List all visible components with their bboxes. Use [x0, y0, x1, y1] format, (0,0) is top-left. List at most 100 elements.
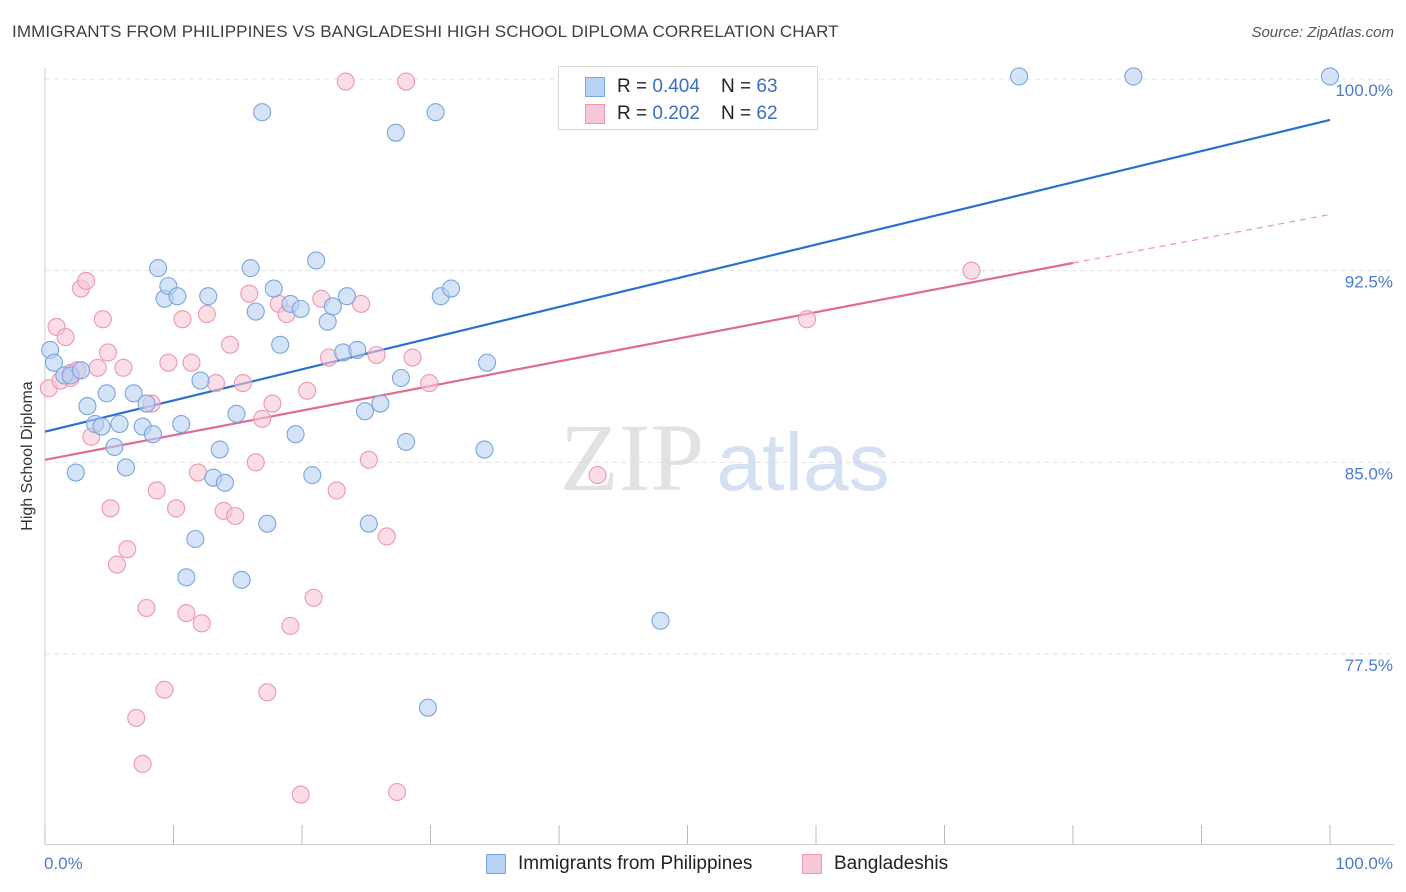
point-philippines [318, 312, 337, 331]
point-philippines [210, 440, 229, 459]
point-philippines [1320, 67, 1340, 86]
point-bangladeshis [93, 310, 112, 329]
point-philippines [124, 384, 143, 403]
point-philippines [137, 394, 156, 413]
point-bangladeshis [192, 614, 211, 633]
point-philippines [97, 384, 116, 403]
y-tick-label: 77.5% [1345, 656, 1393, 675]
x-tick-label: 100.0% [1335, 854, 1393, 873]
r-value-philippines: 0.404 [652, 76, 700, 97]
point-philippines [232, 570, 251, 589]
point-philippines [105, 437, 124, 457]
point-bangladeshis [101, 499, 120, 518]
point-bangladeshis [246, 453, 265, 472]
point-bangladeshis [352, 294, 371, 313]
point-philippines [477, 353, 497, 372]
point-bangladeshis [56, 328, 75, 347]
point-bangladeshis [291, 785, 310, 804]
pink-swatch [585, 104, 605, 124]
point-bangladeshis [588, 466, 607, 485]
point-philippines [442, 279, 461, 298]
watermark: ZIP atlas [560, 404, 890, 511]
point-philippines [426, 103, 445, 122]
point-philippines [186, 529, 205, 549]
point-bangladeshis [403, 348, 422, 367]
trend-lines [44, 118, 1331, 461]
point-bangladeshis [327, 481, 346, 500]
point-bangladeshis [197, 305, 216, 324]
pink-swatch [802, 854, 822, 874]
point-bangladeshis [220, 335, 240, 354]
point-bangladeshis [177, 604, 196, 623]
axes [44, 68, 1394, 845]
x-tick-label: 0.0% [44, 854, 83, 873]
point-bangladeshis [155, 680, 174, 699]
point-bangladeshis [98, 343, 118, 362]
point-bangladeshis [240, 284, 259, 303]
point-philippines [397, 432, 416, 451]
point-philippines [168, 287, 187, 306]
point-philippines [44, 353, 64, 372]
point-philippines [291, 299, 310, 319]
n-label: N = [721, 76, 757, 97]
point-bangladeshis [147, 481, 166, 500]
point-philippines [110, 414, 129, 434]
point-bangladeshis [258, 683, 277, 702]
point-bangladeshis [298, 381, 317, 400]
point-bangladeshis [253, 409, 272, 428]
point-bangladeshis [233, 374, 252, 393]
watermark-atlas: atlas [716, 417, 889, 508]
r-label: R = [617, 76, 653, 97]
point-philippines [286, 425, 305, 444]
point-bangladeshis [107, 555, 127, 574]
point-philippines [1009, 67, 1029, 86]
point-philippines [191, 371, 210, 390]
point-bangladeshis [962, 261, 981, 280]
point-bangladeshis [118, 540, 137, 559]
point-bangladeshis [304, 588, 323, 607]
y-tick-label: 85.0% [1345, 464, 1393, 483]
point-bangladeshis [88, 358, 107, 377]
point-philippines [172, 414, 191, 434]
point-bangladeshis [367, 345, 386, 365]
point-philippines [246, 302, 265, 321]
point-philippines [303, 466, 322, 485]
blue-swatch [486, 854, 506, 874]
point-philippines [307, 251, 326, 270]
point-philippines [337, 287, 357, 306]
point-philippines [149, 259, 168, 278]
point-philippines [371, 394, 390, 413]
point-bangladeshis [173, 310, 192, 329]
point-philippines [253, 103, 272, 122]
point-bangladeshis [188, 463, 207, 482]
n-label: N = [721, 103, 757, 124]
point-philippines [215, 473, 234, 492]
point-bangladeshis [127, 708, 146, 727]
point-bangladeshis [137, 598, 156, 618]
point-philippines [116, 458, 136, 477]
y-tick-label: 92.5% [1345, 273, 1393, 292]
point-bangladeshis [133, 754, 152, 773]
stats-legend: R = 0.404 N = 63 R = 0.202 N = 62 [558, 66, 818, 130]
grid-lines [45, 78, 1394, 655]
point-philippines [177, 568, 196, 587]
point-philippines [418, 698, 437, 717]
point-philippines [199, 287, 218, 306]
point-bangladeshis [114, 358, 133, 377]
point-bangladeshis [77, 271, 96, 290]
blue-swatch [585, 77, 605, 97]
point-philippines [386, 123, 405, 142]
point-bangladeshis [182, 353, 201, 372]
point-bangladeshis [797, 310, 817, 329]
point-philippines [475, 440, 494, 459]
n-value-philippines: 63 [756, 76, 778, 97]
point-bangladeshis [388, 782, 407, 802]
trendline-bangladeshis [44, 261, 1074, 461]
n-value-bangladeshis: 62 [756, 103, 778, 124]
point-bangladeshis [167, 499, 186, 518]
point-bangladeshis [377, 527, 396, 546]
point-philippines [391, 368, 410, 388]
point-bangladeshis [359, 450, 378, 469]
point-philippines [258, 514, 277, 533]
